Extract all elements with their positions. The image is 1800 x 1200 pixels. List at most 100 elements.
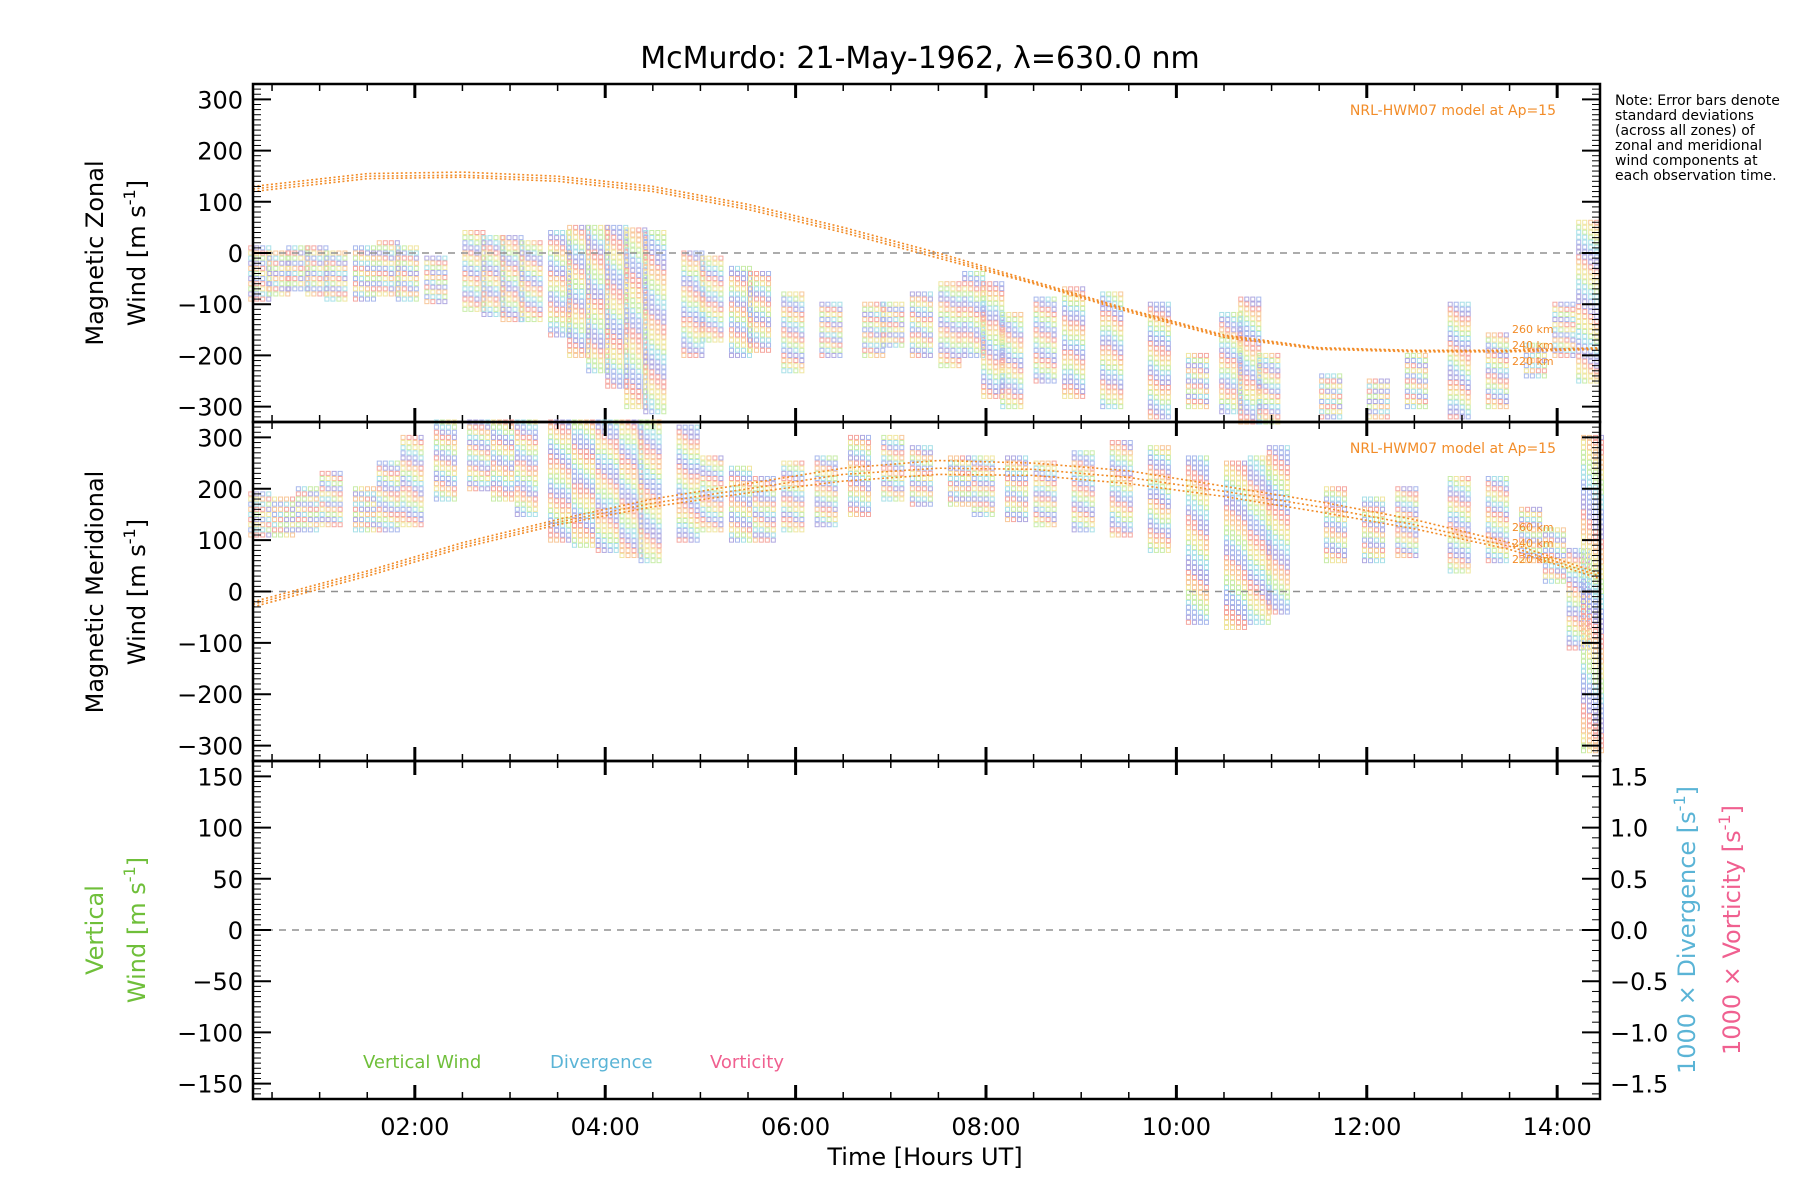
obs-marker <box>586 313 592 319</box>
obs-marker <box>358 486 364 492</box>
obs-marker <box>531 291 537 297</box>
obs-marker <box>613 518 619 524</box>
obs-marker <box>491 465 497 471</box>
obs-marker <box>993 393 999 399</box>
obs-marker <box>519 265 525 271</box>
obs-marker <box>974 352 980 358</box>
obs-marker <box>974 317 980 323</box>
obs-marker <box>468 250 474 256</box>
obs-marker <box>301 501 307 507</box>
obs-marker <box>1051 327 1057 333</box>
obs-marker <box>760 296 766 302</box>
obs-marker <box>388 255 394 261</box>
obs-marker <box>503 434 509 440</box>
obs-marker <box>503 424 509 430</box>
obs-marker <box>1244 394 1250 400</box>
obs-marker <box>1275 352 1281 358</box>
obs-marker <box>560 532 566 538</box>
obs-marker <box>793 337 799 343</box>
obs-marker <box>295 511 301 517</box>
obs-marker <box>479 476 485 481</box>
obs-marker <box>1378 399 1384 405</box>
obs-marker <box>554 444 560 450</box>
obs-marker <box>644 424 650 430</box>
obs-marker <box>661 234 667 240</box>
obs-marker <box>1006 363 1012 369</box>
obs-marker <box>451 429 457 435</box>
obs-marker <box>285 291 291 297</box>
obs-marker <box>1263 368 1269 374</box>
obs-marker <box>624 227 630 233</box>
obs-marker <box>571 493 577 499</box>
obs-marker <box>760 327 766 333</box>
obs-marker <box>330 265 336 271</box>
obs-marker <box>740 491 746 497</box>
obs-marker <box>728 352 734 358</box>
obs-marker <box>987 320 993 326</box>
obs-marker <box>1165 370 1171 376</box>
obs-marker <box>1269 358 1275 364</box>
obs-marker <box>412 517 418 523</box>
obs-marker <box>1459 336 1465 342</box>
obs-marker <box>1231 383 1237 389</box>
obs-marker <box>1503 363 1509 369</box>
obs-marker <box>643 409 649 415</box>
obs-marker <box>1197 363 1203 369</box>
obs-marker <box>644 429 650 435</box>
obs-marker <box>656 543 662 549</box>
obs-marker <box>583 454 589 460</box>
obs-marker <box>644 483 650 489</box>
obs-marker <box>573 348 579 353</box>
obs-marker <box>787 327 793 333</box>
obs-marker <box>503 455 509 461</box>
obs-marker <box>643 394 649 400</box>
obs-marker <box>688 429 694 435</box>
obs-marker <box>944 296 950 302</box>
obs-marker <box>993 330 999 336</box>
obs-marker <box>352 276 358 282</box>
obs-marker <box>468 230 474 236</box>
obs-marker <box>712 291 718 297</box>
obs-marker <box>1106 320 1112 326</box>
obs-marker <box>525 301 531 307</box>
obs-marker <box>781 317 787 323</box>
obs-marker <box>999 310 1005 316</box>
obs-marker <box>1453 370 1459 376</box>
obs-marker <box>649 254 655 260</box>
obs-marker <box>519 286 525 292</box>
obs-marker <box>394 465 400 471</box>
obs-marker <box>1529 352 1535 358</box>
obs-marker <box>317 276 323 282</box>
zonal-altitude-260: 260 km <box>1512 323 1554 336</box>
obs-marker <box>831 352 837 358</box>
obs-marker <box>1068 301 1074 307</box>
obs-marker <box>352 250 358 256</box>
obs-marker <box>1404 373 1410 379</box>
obs-marker <box>1459 340 1465 346</box>
obs-marker <box>968 296 974 302</box>
obs-marker <box>661 374 667 380</box>
obs-marker <box>740 476 746 481</box>
obs-marker <box>607 444 613 450</box>
obs-marker <box>497 476 503 481</box>
obs-marker <box>734 476 740 481</box>
obs-marker <box>825 317 831 323</box>
obs-marker <box>1485 337 1491 343</box>
obs-marker <box>586 269 592 275</box>
obs-marker <box>655 230 661 236</box>
obs-marker <box>1112 335 1118 341</box>
obs-marker <box>1159 311 1165 317</box>
obs-marker <box>787 363 793 369</box>
obs-marker <box>799 368 805 374</box>
obs-marker <box>611 334 617 340</box>
obs-marker <box>560 429 566 435</box>
obs-marker <box>1594 309 1600 315</box>
obs-marker <box>638 533 644 539</box>
obs-marker <box>493 306 499 312</box>
obs-marker <box>337 501 343 507</box>
obs-marker <box>676 444 682 450</box>
obs-marker <box>1080 393 1086 399</box>
obs-marker <box>617 378 623 384</box>
obs-marker <box>655 369 661 375</box>
obs-marker <box>740 347 746 353</box>
